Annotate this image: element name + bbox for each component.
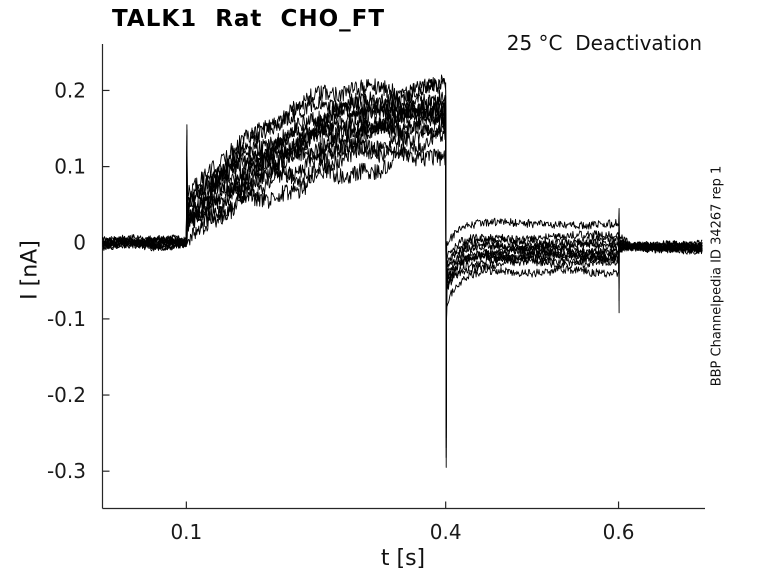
sweep-trace (102, 74, 703, 468)
chart-title: TALK1 Rat CHO_FT (112, 6, 386, 32)
y-axis-label: I [nA] (17, 240, 43, 300)
sweep-trace (102, 147, 703, 359)
y-tick-label: -0.3 (47, 459, 86, 483)
y-tick-label: 0.2 (54, 78, 86, 102)
x-tick-label: 0.4 (430, 520, 462, 544)
sweep-trace (102, 92, 703, 449)
side-watermark-label: BBP Channelpedia ID 34267 rep 1 (709, 165, 725, 387)
y-tick-label: -0.1 (47, 307, 86, 331)
x-axis-label: t [s] (380, 546, 426, 571)
sweep-trace (102, 103, 703, 409)
sweep-trace (102, 115, 703, 379)
sweep-trace (102, 77, 703, 458)
y-tick-label: 0.1 (54, 155, 86, 179)
x-tick-label: 0.6 (603, 520, 635, 544)
y-tick-label: -0.2 (47, 383, 86, 407)
y-tick-label: 0 (73, 231, 86, 255)
x-tick-label: 0.1 (170, 520, 202, 544)
temperature-deactivation-annotation: 25 °C Deactivation (506, 31, 702, 55)
current-traces (102, 74, 703, 468)
